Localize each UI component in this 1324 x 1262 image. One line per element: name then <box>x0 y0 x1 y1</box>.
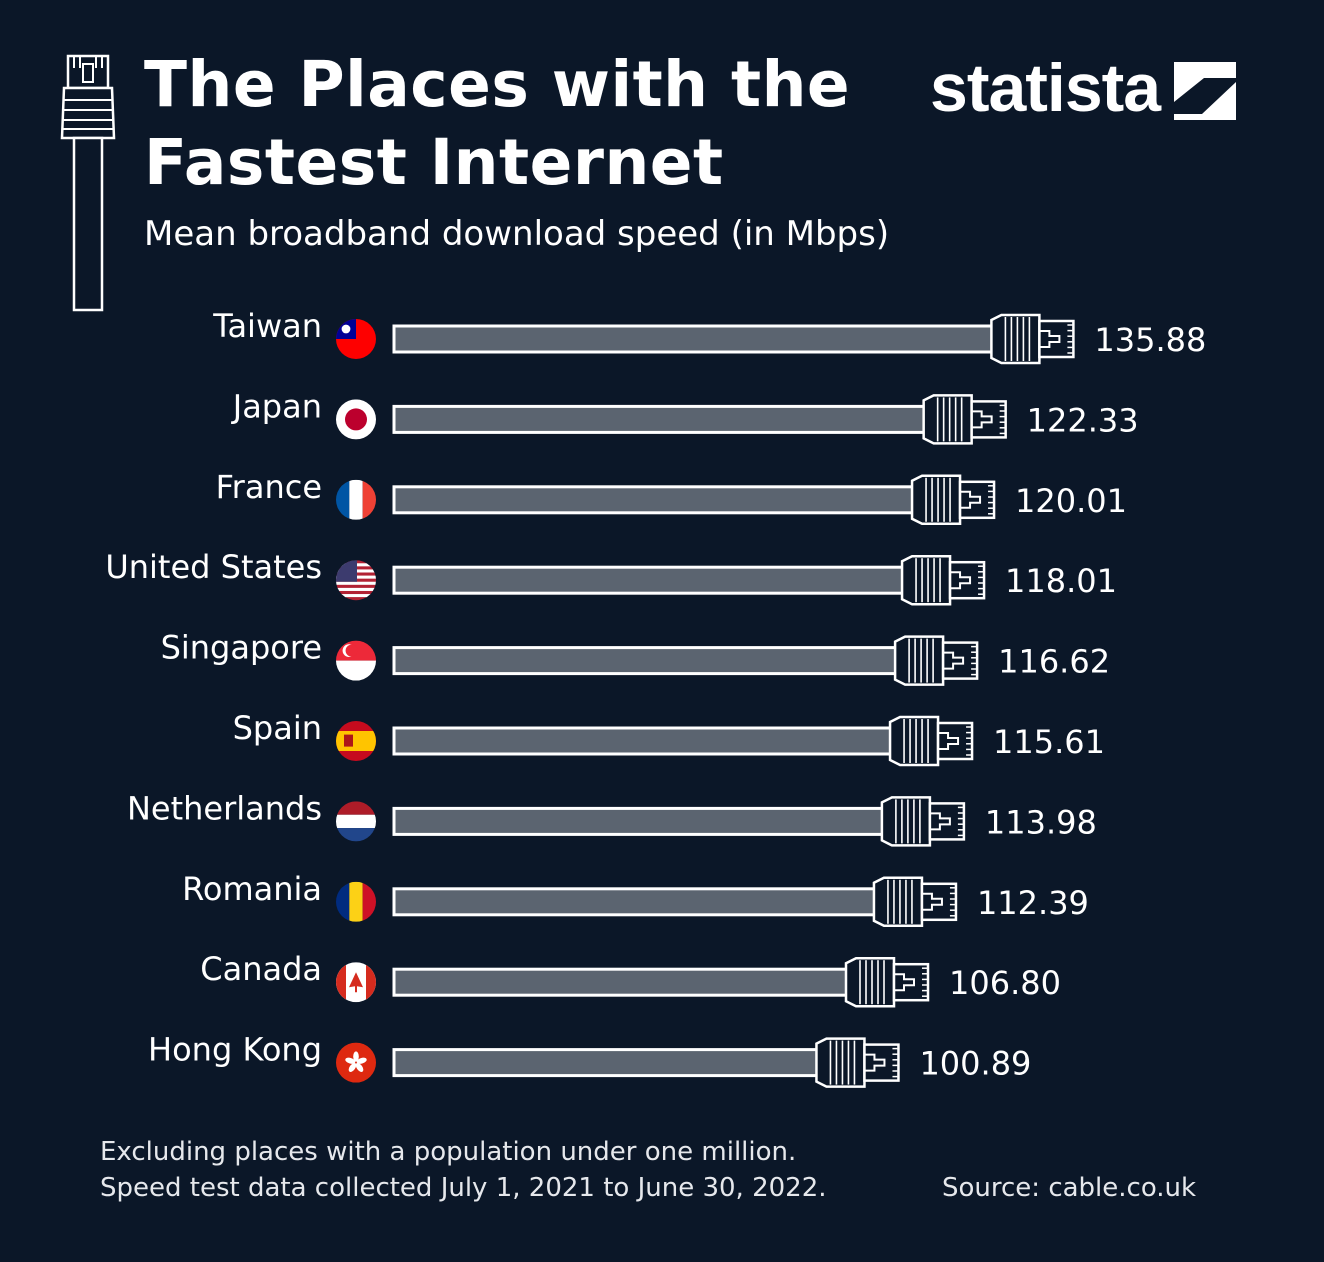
flag-netherlands-icon <box>336 801 376 842</box>
bar-row-singapore: Singapore 116.62 <box>161 629 1110 686</box>
bar <box>392 646 901 676</box>
bar <box>392 967 852 997</box>
category-label: Netherlands <box>127 789 322 827</box>
data-label: 115.61 <box>993 723 1105 761</box>
flag-taiwan-icon <box>336 319 376 359</box>
statista-logo: statista <box>930 50 1237 126</box>
bar-row-hong-kong: Hong Kong 100.89 <box>148 1031 1031 1088</box>
bar <box>392 565 908 595</box>
category-label: Singapore <box>161 629 322 667</box>
chart-title: The Places with the Fastest Internet <box>144 46 850 202</box>
bar-row-united-states: United States 118.01 <box>105 548 1117 606</box>
data-label: 135.88 <box>1094 321 1206 359</box>
flag-japan-icon <box>336 399 376 440</box>
bar-row-taiwan: Taiwan 135.88 <box>212 307 1206 365</box>
flag-canada-icon <box>336 962 376 1003</box>
bar <box>392 806 888 836</box>
statista-logo-icon <box>1174 62 1237 120</box>
logo-text: statista <box>930 50 1161 126</box>
bar-row-canada: Canada 106.80 <box>200 950 1061 1008</box>
bar <box>392 726 896 756</box>
ethernet-plug-icon <box>844 956 930 1008</box>
bar <box>392 1048 822 1078</box>
title-line-2: Fastest Internet <box>144 126 724 199</box>
footnote-line-1: Excluding places with a population under… <box>100 1137 797 1167</box>
data-label: 118.01 <box>1005 562 1117 600</box>
category-label: Romania <box>182 870 322 908</box>
footnote: Excluding places with a population under… <box>100 1134 827 1206</box>
flag-romania-icon <box>336 881 376 922</box>
ethernet-plug-icon <box>900 554 986 606</box>
chart-subtitle: Mean broadband download speed (in Mbps) <box>144 214 890 254</box>
ethernet-plug-icon <box>872 876 958 928</box>
data-label: 120.01 <box>1015 482 1127 520</box>
ethernet-plug-icon <box>893 635 979 686</box>
data-label: 116.62 <box>998 643 1110 681</box>
category-label: Japan <box>231 387 322 425</box>
flag-hong-kong-icon <box>336 1042 376 1083</box>
ethernet-plug-icon <box>815 1037 900 1088</box>
bar-row-netherlands: Netherlands 113.98 <box>127 789 1097 847</box>
data-label: 113.98 <box>985 803 1097 841</box>
flag-spain-icon <box>336 721 376 761</box>
category-label: United States <box>105 548 322 586</box>
data-label: 122.33 <box>1027 401 1139 439</box>
footnote-line-2: Speed test data collected July 1, 2021 t… <box>100 1173 827 1203</box>
ethernet-cable-icon <box>60 54 116 312</box>
bar <box>392 887 880 917</box>
bar-row-japan: Japan 122.33 <box>231 387 1139 445</box>
bar-row-france: France 120.01 <box>216 468 1127 526</box>
ethernet-plug-icon <box>910 474 996 526</box>
bar <box>392 324 997 354</box>
ethernet-plug-icon <box>922 394 1007 445</box>
source-note: Source: cable.co.uk <box>942 1173 1197 1203</box>
flag-united-states-icon <box>336 560 376 601</box>
ethernet-plug-icon <box>990 313 1075 365</box>
ethernet-plug-icon <box>880 796 966 847</box>
data-label: 112.39 <box>977 884 1089 922</box>
category-label: Taiwan <box>212 307 322 345</box>
flag-singapore-icon <box>336 640 376 681</box>
flag-france-icon <box>336 479 376 520</box>
bar-row-romania: Romania 112.39 <box>182 870 1089 928</box>
bar-row-spain: Spain 115.61 <box>233 709 1105 767</box>
ethernet-plug-icon <box>888 715 974 767</box>
bar <box>392 485 918 515</box>
category-label: Spain <box>233 709 322 747</box>
category-label: France <box>216 468 322 506</box>
data-label: 100.89 <box>919 1045 1031 1083</box>
title-line-1: The Places with the <box>144 48 851 121</box>
category-label: Canada <box>200 950 322 988</box>
category-label: Hong Kong <box>148 1031 322 1069</box>
data-label: 106.80 <box>949 964 1061 1002</box>
bar <box>392 404 930 434</box>
